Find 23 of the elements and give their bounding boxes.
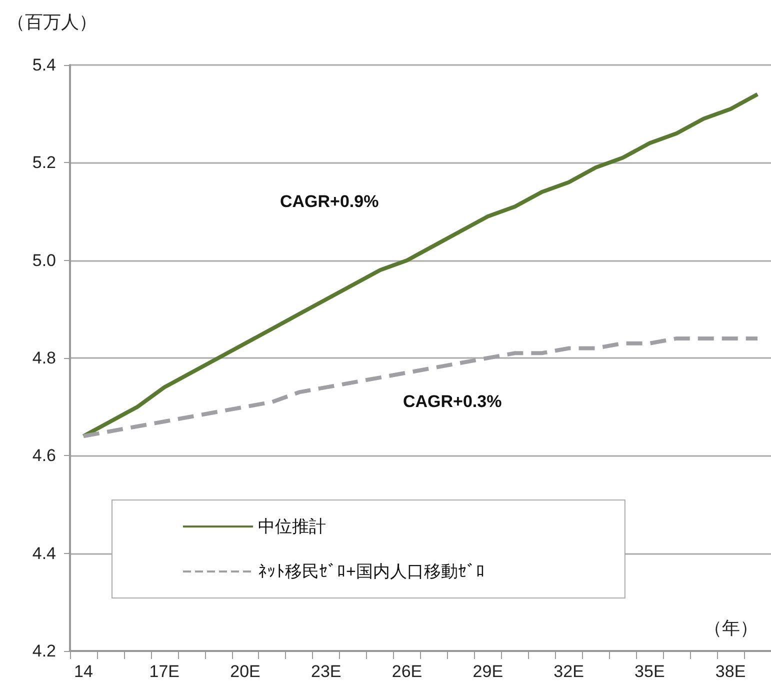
y-tick-label: 5.4 bbox=[32, 56, 56, 74]
legend-label: 中位推計 bbox=[258, 517, 326, 536]
x-tick-label: 26E bbox=[392, 662, 422, 681]
x-tick-label: 17E bbox=[149, 662, 180, 681]
x-tick-label: 29E bbox=[472, 662, 504, 681]
annotation: CAGR+0.3% bbox=[403, 392, 502, 411]
x-tick-label: 38E bbox=[715, 662, 746, 681]
x-axis-title: （年） bbox=[704, 618, 758, 638]
y-tick-label: 4.8 bbox=[32, 348, 56, 368]
x-tick-label: 23E bbox=[311, 662, 342, 681]
x-tick-label: 32E bbox=[554, 662, 584, 681]
legend-label: ﾈｯﾄ移民ｾﾞﾛ+国内人口移動ｾﾞﾛ bbox=[258, 562, 485, 581]
y-tick-label: 4.6 bbox=[32, 446, 56, 466]
line-series bbox=[81, 92, 760, 438]
y-tick-label: 5.0 bbox=[32, 250, 56, 270]
y-tick-label: 5.2 bbox=[32, 153, 56, 172]
x-tick-label: 14 bbox=[74, 662, 93, 681]
x-tick-label: 20E bbox=[230, 662, 260, 681]
annotation: CAGR+0.9% bbox=[280, 192, 379, 211]
y-tick-label: 4.4 bbox=[32, 544, 56, 563]
x-tick-label: 35E bbox=[634, 662, 665, 681]
y-axis-title: （百万人） bbox=[7, 12, 97, 32]
y-tick-label: 4.2 bbox=[32, 642, 56, 660]
